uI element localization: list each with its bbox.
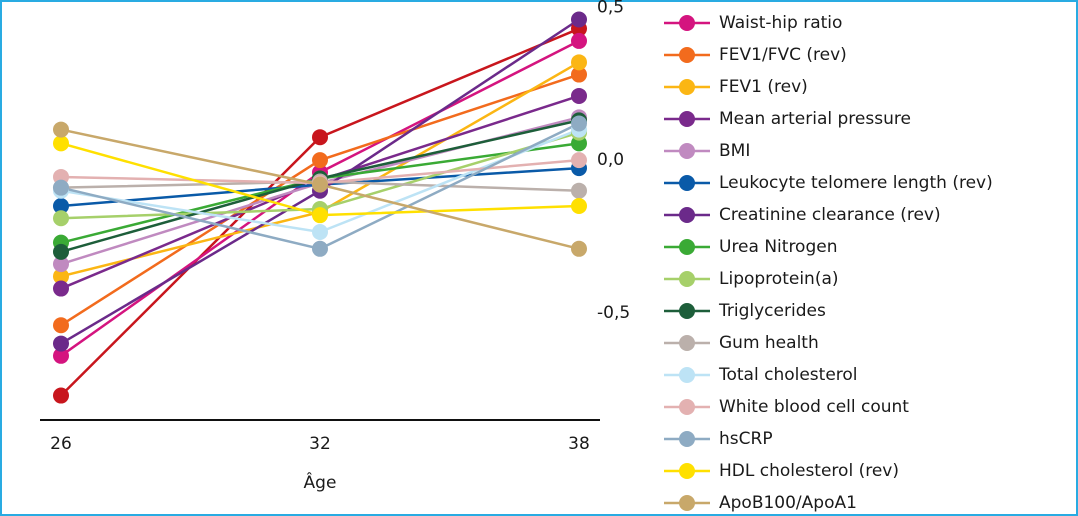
data-point: [571, 198, 587, 214]
legend-label: Triglycerides: [718, 301, 826, 321]
data-point: [53, 121, 69, 138]
data-point: [53, 347, 69, 364]
data-point: [571, 32, 587, 49]
legend-label: Leukocyte telomere length (rev): [719, 173, 993, 193]
data-point: [571, 152, 587, 169]
data-point: [312, 176, 328, 193]
legend-label: Lipoprotein(a): [719, 269, 839, 289]
y-tick-label: -0,5: [597, 303, 630, 323]
legend-marker: [679, 431, 695, 447]
legend-label: Mean arterial pressure: [719, 109, 911, 129]
legend-label: White blood cell count: [719, 397, 909, 417]
data-point: [571, 115, 587, 132]
legend-marker: [679, 303, 695, 319]
legend-label: Total cholesterol: [718, 365, 858, 385]
data-point: [571, 87, 587, 104]
y-tick-label: 0,0: [597, 150, 624, 170]
legend-label: ApoB100/ApoA1: [719, 493, 857, 513]
legend-label: Gum health: [719, 333, 819, 353]
data-point: [53, 335, 69, 352]
legend-label: Creatinine clearance (rev): [719, 205, 941, 225]
data-point: [53, 135, 69, 152]
data-point: [571, 54, 587, 71]
x-axis-label: Âge: [304, 471, 337, 493]
legend-marker: [679, 463, 695, 479]
legend-label: FEV1 (rev): [719, 77, 808, 97]
legend-marker: [679, 79, 695, 95]
legend-marker: [679, 271, 695, 287]
legend-marker: [679, 239, 695, 255]
data-point: [571, 66, 587, 83]
data-point: [53, 387, 69, 404]
legend-label: hsCRP: [719, 429, 773, 449]
data-point: [53, 317, 69, 334]
data-point: [53, 268, 69, 285]
data-point: [53, 179, 69, 196]
legend-marker: [679, 175, 695, 191]
legend-marker: [679, 495, 695, 511]
legend-marker: [679, 47, 695, 63]
data-point: [312, 207, 328, 224]
legend-marker: [679, 15, 695, 31]
data-point: [312, 129, 328, 146]
legend-label: Waist-hip ratio: [719, 13, 842, 33]
legend-marker: [679, 399, 695, 415]
data-point: [53, 210, 69, 227]
data-point: [53, 280, 69, 297]
data-point: [312, 152, 328, 169]
data-point: [53, 243, 69, 260]
data-point: [312, 240, 328, 257]
x-tick-label: 32: [309, 434, 331, 454]
x-tick-label: 38: [568, 434, 590, 454]
data-point: [53, 256, 69, 273]
legend-label: FEV1/FVC (rev): [719, 45, 847, 65]
data-point: [571, 182, 587, 199]
legend-marker: [679, 143, 695, 159]
legend-label: BMI: [719, 141, 750, 161]
legend-marker: [679, 207, 695, 223]
legend-label: Urea Nitrogen: [719, 237, 838, 257]
data-point: [53, 198, 69, 214]
y-tick-label: 0,5: [597, 0, 624, 17]
x-tick-label: 26: [50, 434, 72, 454]
data-point: [312, 223, 328, 240]
legend-marker: [679, 367, 695, 383]
data-point: [571, 11, 587, 28]
legend-marker: [679, 335, 695, 351]
data-point: [571, 240, 587, 257]
legend-label: HDL cholesterol (rev): [719, 461, 899, 481]
legend-marker: [679, 111, 695, 127]
